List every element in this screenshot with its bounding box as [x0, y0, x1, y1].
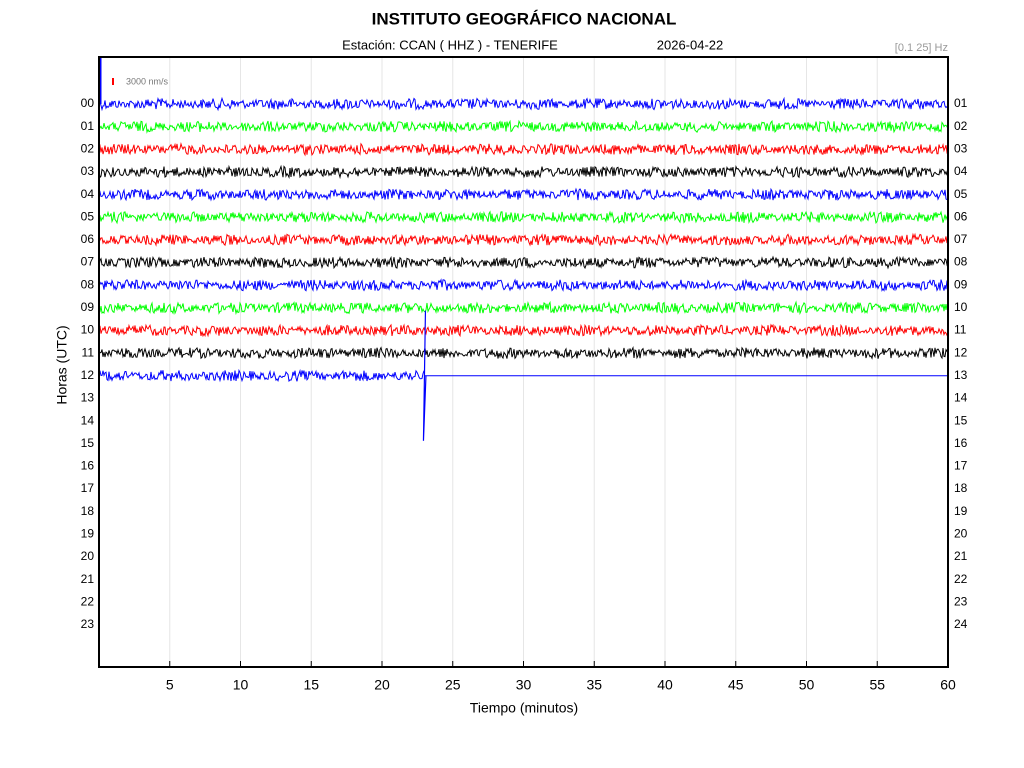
row-label-right: 14 — [954, 391, 968, 405]
y-axis-label: Horas (UTC) — [54, 325, 70, 404]
row-label-right: 18 — [954, 481, 968, 495]
x-tick-label: 60 — [940, 677, 956, 693]
row-label-right: 09 — [954, 277, 968, 291]
row-label-left: 22 — [81, 594, 95, 608]
row-label-left: 20 — [81, 549, 95, 563]
row-label-right: 17 — [954, 459, 968, 473]
row-label-left: 15 — [81, 436, 95, 450]
x-tick-label: 30 — [516, 677, 532, 693]
trace — [98, 164, 949, 180]
row-label-right: 04 — [954, 164, 968, 178]
filter: [0.1 25] Hz — [895, 42, 948, 54]
row-label-right: 23 — [954, 594, 968, 608]
x-tick-label: 55 — [869, 677, 885, 693]
row-label-left: 00 — [81, 96, 95, 110]
trace — [98, 346, 949, 360]
row-label-left: 23 — [81, 617, 95, 631]
row-label-right: 10 — [954, 300, 968, 314]
trace — [98, 323, 949, 338]
row-label-right: 15 — [954, 413, 968, 427]
trace — [98, 187, 949, 202]
row-label-left: 04 — [81, 187, 95, 201]
row-label-right: 03 — [954, 141, 968, 155]
row-label-left: 09 — [81, 300, 95, 314]
row-label-left: 19 — [81, 527, 95, 541]
row-label-right: 19 — [954, 504, 968, 518]
row-label-right: 22 — [954, 572, 968, 586]
row-label-left: 08 — [81, 277, 95, 291]
row-label-right: 21 — [954, 549, 968, 563]
row-label-left: 11 — [82, 345, 95, 359]
x-axis-label: Tiempo (minutos) — [470, 700, 578, 716]
row-label-right: 11 — [954, 323, 967, 337]
row-label-right: 01 — [954, 96, 968, 110]
date: 2026-04-22 — [657, 37, 724, 52]
trace — [98, 368, 425, 383]
row-label-left: 13 — [81, 391, 95, 405]
row-label-left: 01 — [81, 119, 95, 133]
row-label-left: 02 — [81, 141, 95, 155]
x-tick-label: 50 — [799, 677, 815, 693]
row-label-right: 02 — [954, 119, 968, 133]
station: Estación: CCAN ( HHZ ) - TENERIFE — [342, 37, 558, 52]
row-label-left: 10 — [81, 323, 95, 337]
row-label-right: 05 — [954, 187, 968, 201]
x-tick-label: 40 — [657, 677, 673, 693]
trace — [98, 96, 949, 112]
row-label-right: 08 — [954, 255, 968, 269]
x-tick-label: 15 — [303, 677, 319, 693]
trace — [98, 255, 949, 270]
trace — [98, 278, 949, 292]
x-tick-label: 10 — [233, 677, 249, 693]
row-label-right: 16 — [954, 436, 968, 450]
row-label-right: 24 — [954, 617, 968, 631]
x-tick-label: 45 — [728, 677, 744, 693]
x-tick-label: 35 — [586, 677, 602, 693]
plot-frame — [98, 56, 949, 668]
row-label-right: 06 — [954, 209, 968, 223]
row-label-right: 13 — [954, 368, 968, 382]
row-label-right: 20 — [954, 527, 968, 541]
row-label-left: 21 — [81, 572, 95, 586]
trace — [98, 300, 949, 316]
row-label-left: 06 — [81, 232, 95, 246]
trace — [98, 210, 949, 225]
row-label-right: 12 — [954, 345, 968, 359]
row-label-left: 18 — [81, 504, 95, 518]
row-label-left: 12 — [81, 368, 95, 382]
chart-title: INSTITUTO GEOGRÁFICO NACIONAL — [372, 9, 677, 28]
row-label-right: 07 — [954, 232, 968, 246]
row-label-left: 05 — [81, 209, 95, 223]
x-tick-label: 20 — [374, 677, 390, 693]
x-tick-label: 25 — [445, 677, 461, 693]
x-tick-label: 5 — [166, 677, 174, 693]
trace — [98, 141, 949, 157]
trace — [98, 232, 949, 247]
row-label-left: 14 — [81, 413, 95, 427]
row-label-left: 07 — [81, 255, 95, 269]
row-label-left: 17 — [81, 481, 95, 495]
row-label-left: 03 — [81, 164, 95, 178]
row-label-left: 16 — [81, 459, 95, 473]
scale-label: 3000 nm/s — [126, 76, 169, 86]
trace — [98, 119, 949, 134]
